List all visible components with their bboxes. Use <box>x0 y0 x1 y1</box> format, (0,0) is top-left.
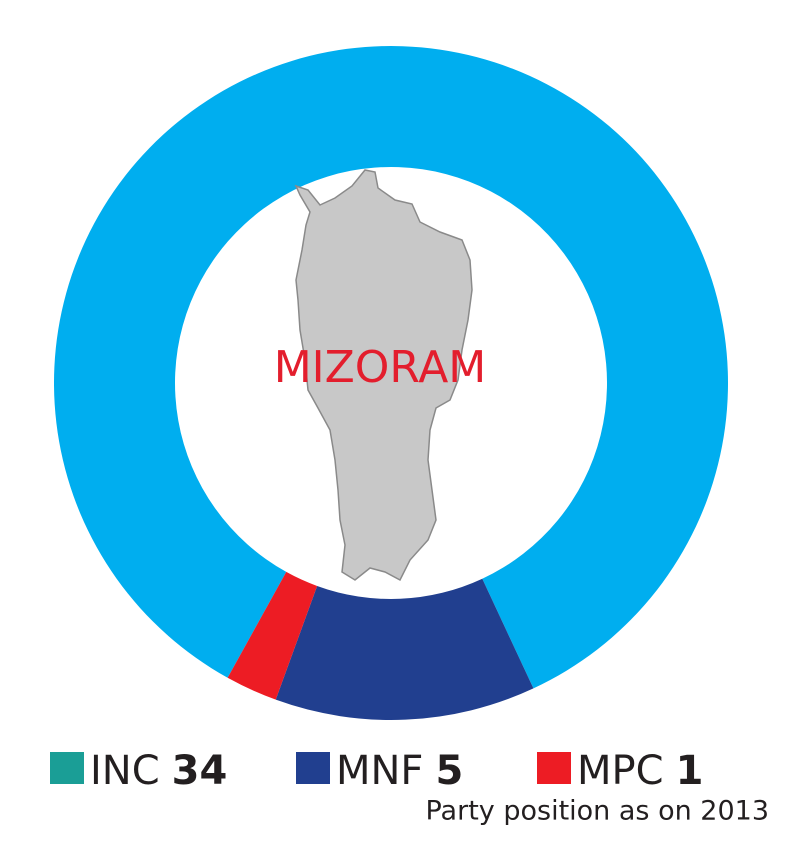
slice <box>227 571 318 700</box>
legend-entry: MPC 1 <box>577 748 703 794</box>
state-map <box>294 169 473 582</box>
legend-label: MNF <box>336 748 423 794</box>
donut <box>54 46 729 720</box>
legend-swatch <box>296 752 330 784</box>
legend-swatch <box>537 752 571 784</box>
center-label: MIZORAM <box>274 342 487 393</box>
legend-value: 5 <box>435 748 463 794</box>
legend-value: 1 <box>676 748 704 794</box>
legend-label: INC <box>90 748 160 794</box>
legend: INC 34 MNF 5 MPC 1 <box>50 748 703 794</box>
slice <box>275 578 534 720</box>
legend-value: 34 <box>172 748 228 794</box>
legend-swatch <box>50 752 84 784</box>
slice <box>54 46 729 689</box>
legend-entry: MNF 5 <box>336 748 463 794</box>
legend-label: MPC <box>577 748 664 794</box>
note: Party position as on 2013 <box>425 796 769 827</box>
legend-entry: INC 34 <box>90 748 227 794</box>
